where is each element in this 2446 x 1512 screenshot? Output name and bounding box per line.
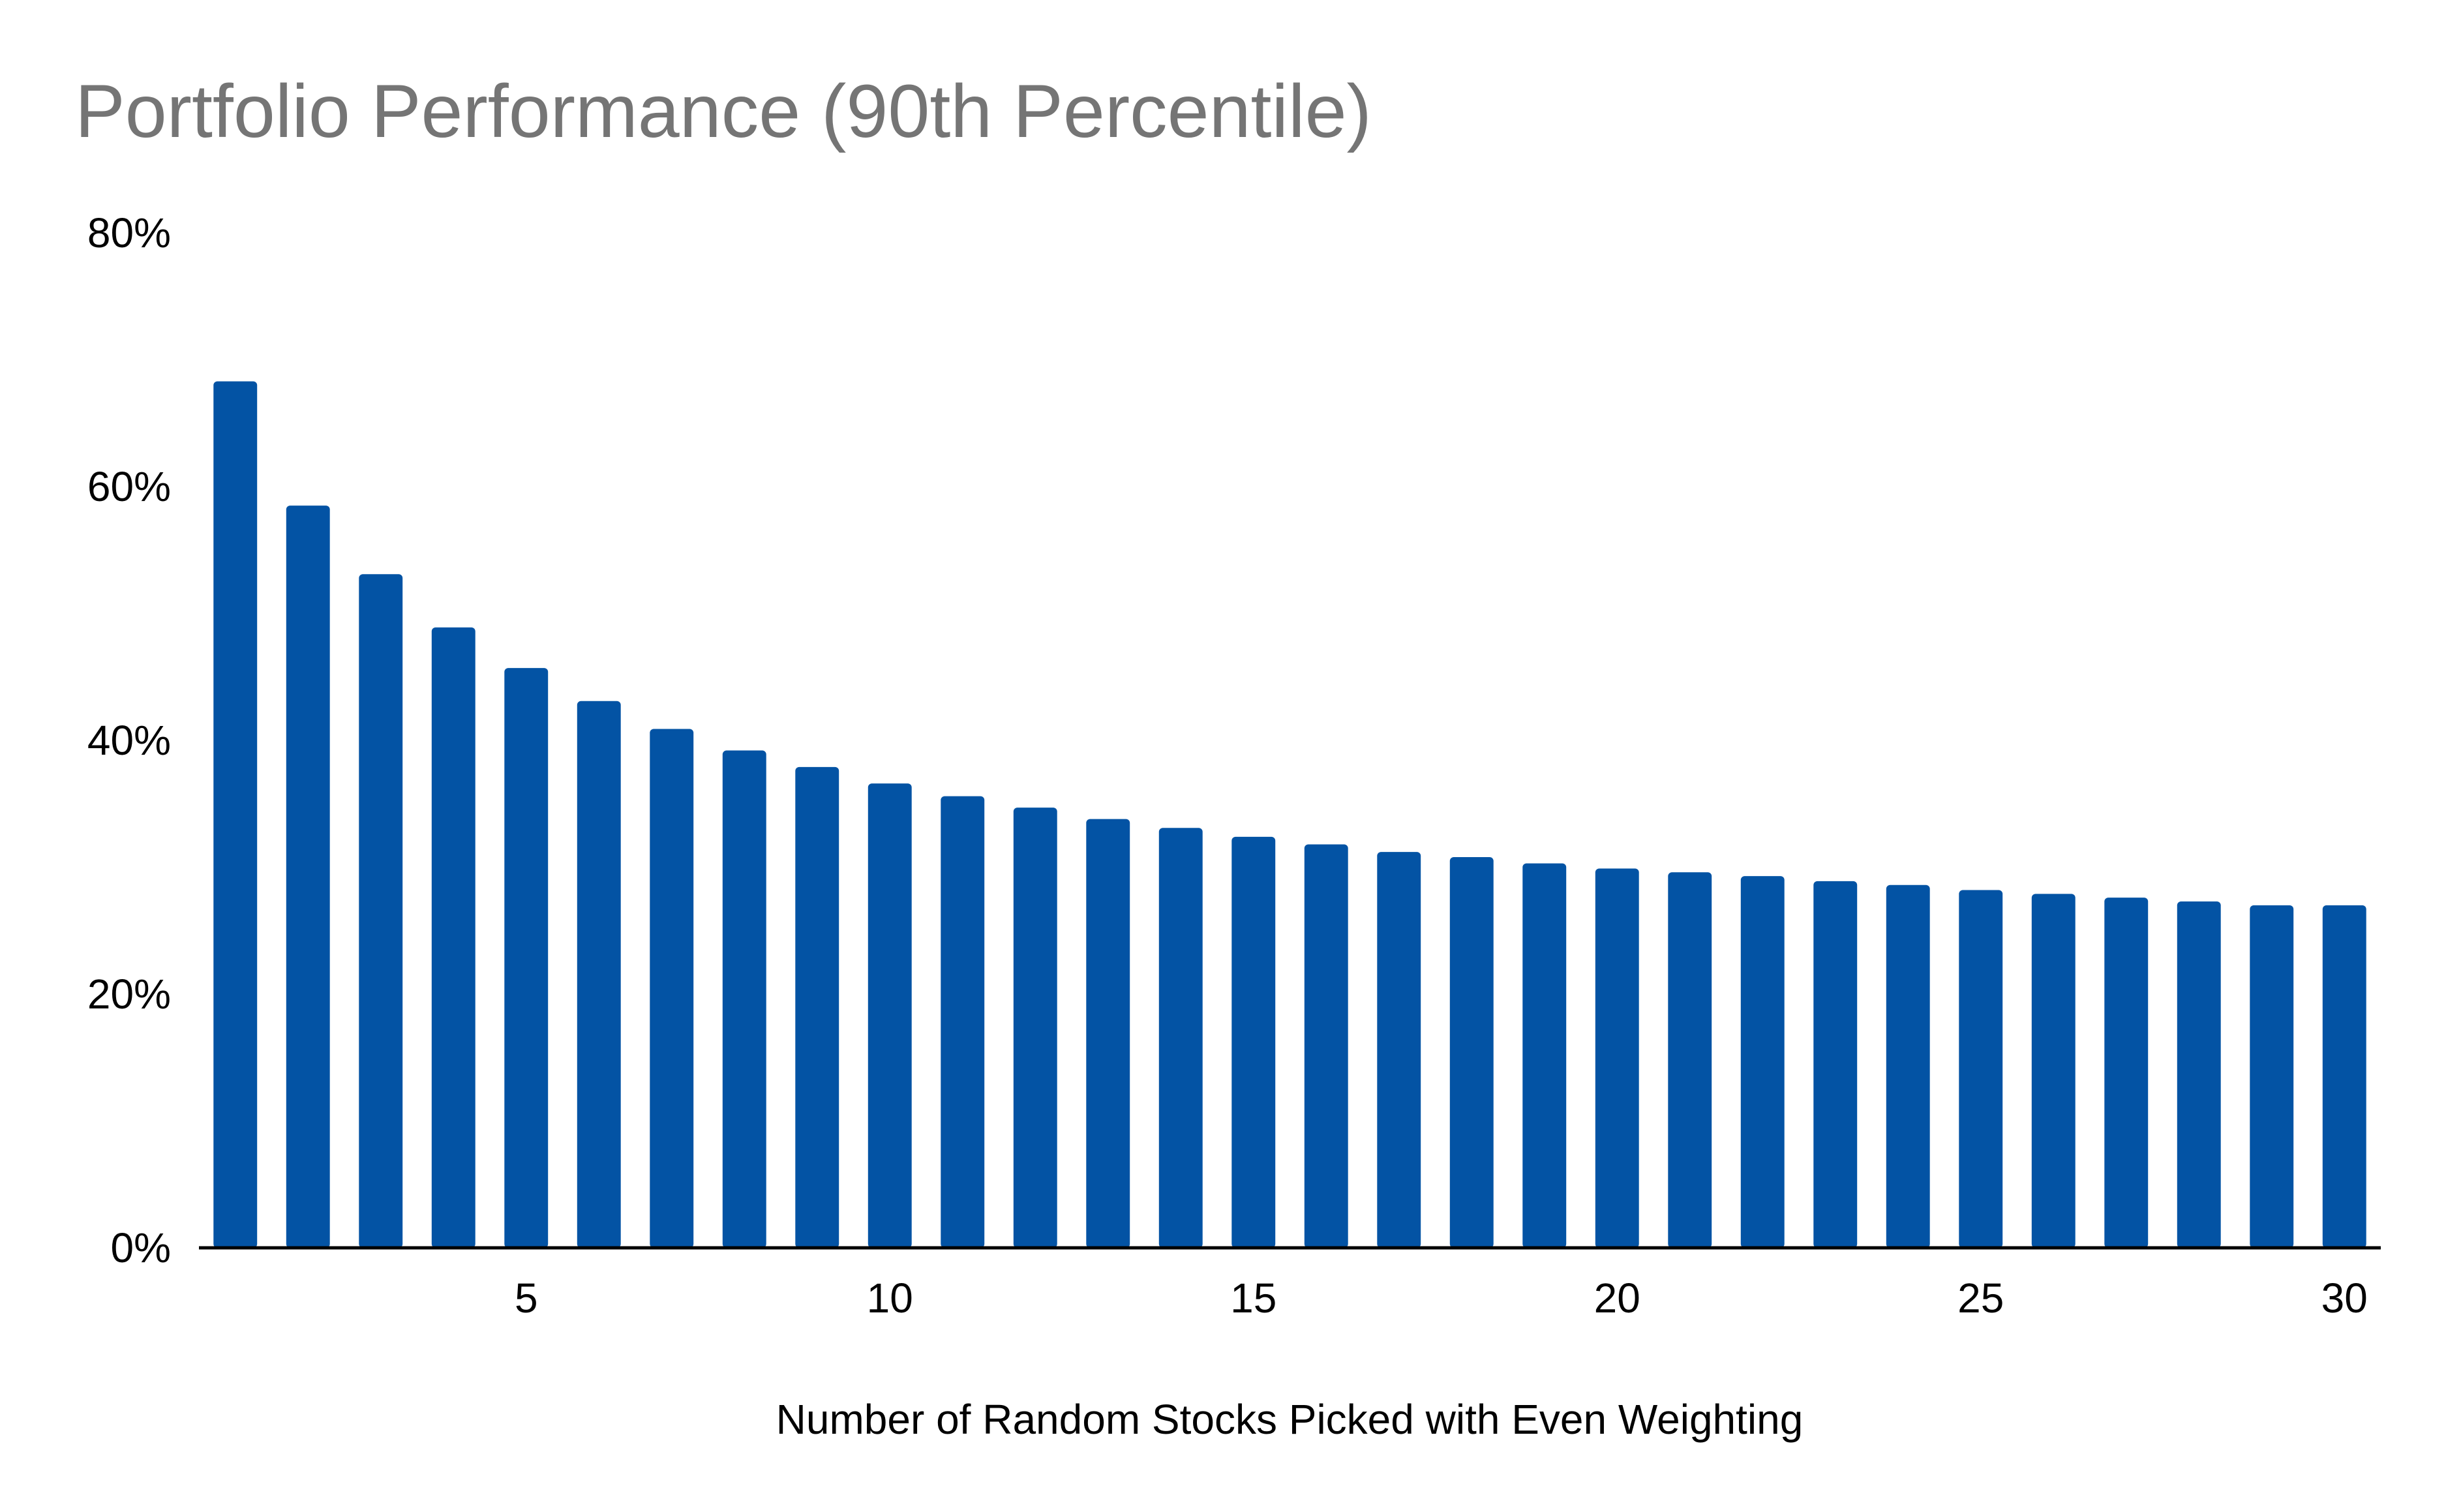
bar [1522, 863, 1567, 1248]
bar [2322, 905, 2366, 1248]
bar [868, 783, 912, 1248]
x-tick-label: 5 [515, 1275, 538, 1322]
bar [286, 506, 330, 1248]
bar [1668, 872, 1712, 1248]
bar [941, 796, 985, 1248]
bars-group [213, 381, 2366, 1248]
bar [213, 381, 258, 1248]
bar [2250, 905, 2294, 1248]
bar [2104, 898, 2149, 1248]
bar [2031, 894, 2076, 1248]
bar [1449, 856, 1494, 1248]
x-tick-label: 30 [2321, 1275, 2368, 1322]
bar [431, 627, 476, 1248]
bar [1595, 868, 1639, 1248]
x-axis-label: Number of Random Stocks Picked with Even… [776, 1396, 1804, 1443]
y-tick-label: 0% [111, 1224, 172, 1271]
x-tick-label: 25 [1957, 1275, 2004, 1322]
y-tick-label: 20% [87, 971, 171, 1018]
y-tick-label: 60% [87, 463, 171, 510]
bar [722, 750, 766, 1248]
x-tick-label: 10 [867, 1275, 913, 1322]
y-axis-tick-labels: 0% 20% 40% 60% 80% [87, 209, 171, 1271]
bar [1231, 836, 1276, 1248]
x-tick-label: 15 [1230, 1275, 1276, 1322]
bar [1086, 819, 1130, 1248]
bar [359, 574, 403, 1248]
bar [1886, 885, 1930, 1248]
y-tick-label: 40% [87, 717, 171, 764]
bar [1158, 828, 1203, 1248]
bar [795, 766, 839, 1248]
bar [1013, 808, 1057, 1248]
bar [1813, 881, 1858, 1248]
x-tick-label: 20 [1594, 1275, 1640, 1322]
bar [650, 729, 694, 1248]
chart-title: Portfolio Performance (90th Percentile) [75, 70, 1372, 153]
bar [504, 668, 549, 1248]
x-axis-tick-labels: 5 10 15 20 25 30 [515, 1275, 2368, 1322]
bar [1740, 876, 1785, 1248]
bar [2177, 901, 2221, 1248]
bar [1377, 852, 1421, 1248]
bar [1959, 890, 2003, 1248]
bar [1304, 844, 1348, 1248]
y-tick-label: 80% [87, 209, 171, 256]
bar [577, 701, 621, 1248]
